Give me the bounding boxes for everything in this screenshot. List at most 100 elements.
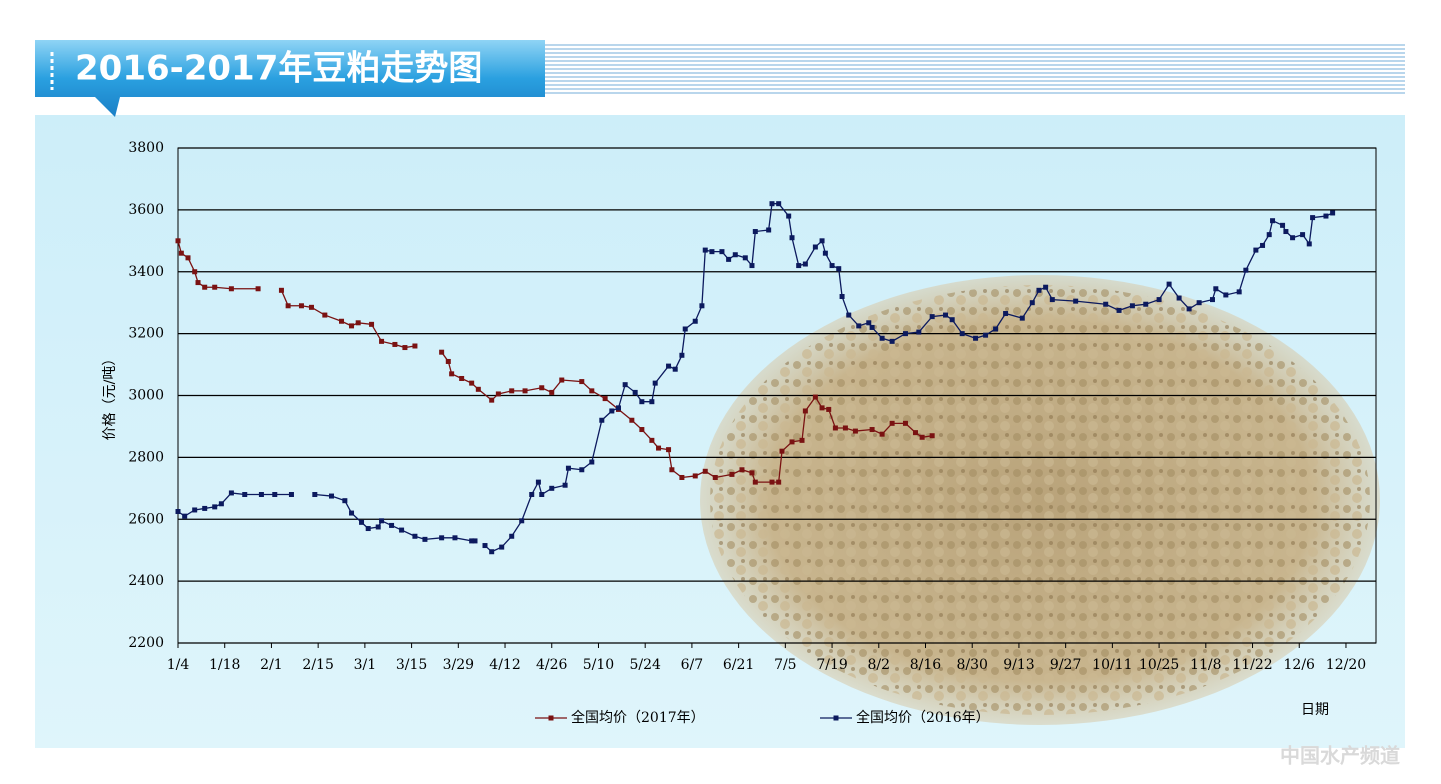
- data-point: [652, 380, 658, 386]
- data-point: [579, 467, 585, 473]
- x-tick-label: 6/21: [723, 657, 754, 673]
- data-point: [495, 391, 501, 397]
- data-point: [702, 468, 708, 474]
- data-point: [175, 238, 181, 244]
- data-point: [185, 255, 191, 261]
- data-point: [469, 538, 475, 544]
- data-point: [699, 303, 705, 309]
- data-point: [1310, 215, 1316, 221]
- data-point: [1019, 315, 1025, 321]
- data-point: [916, 329, 922, 335]
- data-point: [766, 227, 772, 233]
- data-point: [489, 397, 495, 403]
- x-tick-label: 7/19: [816, 657, 847, 673]
- y-tick-label: 3800: [128, 140, 164, 156]
- x-tick-label: 10/11: [1092, 657, 1132, 673]
- data-point: [412, 343, 418, 349]
- x-tick-label: 11/8: [1190, 657, 1221, 673]
- data-point: [392, 341, 398, 347]
- data-point: [1223, 292, 1229, 298]
- data-point: [812, 394, 818, 400]
- x-tick-label: 3/15: [396, 657, 427, 673]
- data-point: [399, 527, 405, 533]
- data-point: [692, 318, 698, 324]
- data-point: [549, 389, 555, 395]
- data-point: [666, 447, 672, 453]
- data-point: [749, 263, 755, 269]
- data-point: [702, 247, 708, 253]
- data-point: [445, 358, 451, 364]
- data-point: [1213, 286, 1219, 292]
- data-point: [889, 338, 895, 344]
- data-point: [609, 408, 615, 414]
- data-point: [452, 535, 458, 541]
- data-point: [1290, 235, 1296, 241]
- data-point: [943, 312, 949, 318]
- x-tick-label: 6/7: [681, 657, 704, 673]
- x-tick-label: 7/5: [774, 657, 797, 673]
- x-tick-label: 1/4: [167, 657, 190, 673]
- data-point: [829, 263, 835, 269]
- data-point: [712, 474, 718, 480]
- data-point: [799, 437, 805, 443]
- data-point: [789, 439, 795, 445]
- data-point: [902, 331, 908, 337]
- data-point: [1116, 307, 1122, 313]
- data-point: [1323, 213, 1329, 219]
- legend-label: 全国均价（2016年）: [856, 709, 990, 726]
- data-point: [632, 389, 638, 395]
- data-point: [1270, 218, 1276, 224]
- data-point: [1036, 287, 1042, 293]
- legend-marker: [548, 715, 554, 721]
- x-tick-label: 2/15: [302, 657, 333, 673]
- x-tick-label: 12/20: [1326, 657, 1366, 673]
- data-point: [749, 470, 755, 476]
- data-point: [776, 201, 782, 207]
- data-point: [1280, 222, 1286, 228]
- data-point: [509, 388, 515, 394]
- data-point: [202, 284, 208, 290]
- data-point: [796, 263, 802, 269]
- x-tick-label: 4/26: [536, 657, 568, 673]
- data-point: [439, 349, 445, 355]
- legend-label: 全国均价（2017年）: [571, 709, 705, 726]
- watermark: 中国水产频道: [1280, 744, 1400, 768]
- data-point: [839, 294, 845, 299]
- data-point: [482, 543, 488, 549]
- data-point: [709, 249, 715, 255]
- data-point: [379, 338, 385, 344]
- y-tick-label: 2200: [128, 635, 164, 651]
- data-point: [1306, 241, 1312, 247]
- data-point: [682, 326, 688, 332]
- data-point: [869, 324, 875, 330]
- data-point: [983, 332, 989, 338]
- y-axis-label: 价格（元/吨）: [102, 352, 118, 441]
- x-tick-label: 5/10: [583, 657, 614, 673]
- data-point: [726, 256, 732, 262]
- data-point: [822, 250, 828, 256]
- data-point: [349, 323, 355, 329]
- data-point: [202, 505, 208, 511]
- data-point: [973, 335, 979, 341]
- data-point: [1236, 289, 1242, 295]
- chart-title: 2016-2017年豆粕走势图: [75, 49, 482, 89]
- data-point: [402, 345, 408, 351]
- data-point: [342, 498, 348, 504]
- data-point: [1260, 242, 1266, 248]
- data-point: [1330, 210, 1336, 216]
- data-point: [852, 428, 858, 434]
- data-point: [365, 526, 371, 532]
- data-point: [389, 522, 395, 528]
- data-point: [175, 509, 181, 515]
- data-point: [562, 482, 568, 488]
- data-point: [449, 371, 455, 377]
- y-tick-label: 3200: [128, 326, 164, 342]
- data-point: [308, 304, 314, 310]
- data-point: [1043, 284, 1049, 290]
- y-tick-label: 2800: [128, 449, 164, 465]
- data-point: [369, 321, 375, 327]
- data-point: [228, 286, 234, 292]
- data-point: [499, 544, 505, 550]
- data-point: [1253, 247, 1259, 253]
